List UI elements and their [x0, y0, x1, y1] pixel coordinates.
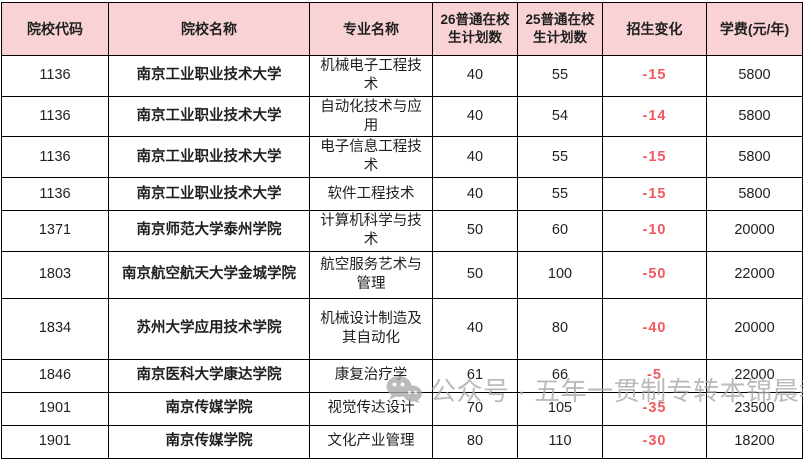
cell-change: -5 [602, 358, 707, 393]
cell-major: 软件工程技术 [309, 177, 433, 212]
cell-code: 1834 [1, 297, 109, 360]
column-header-major: 专业名称 [309, 2, 433, 56]
cell-school: 南京工业职业技术大学 [108, 95, 310, 138]
cell-change: -15 [602, 136, 707, 179]
header-row: 院校代码 院校名称 专业名称 26普通在校生计划数 25普通在校生计划数 招生变… [1, 2, 803, 56]
cell-fee: 5800 [706, 95, 803, 138]
cell-school: 南京工业职业技术大学 [108, 55, 310, 97]
cell-change: -14 [602, 95, 707, 138]
table-row: 1803 南京航空航天大学金城学院 航空服务艺术与管理 50 100 -50 22000 [1, 250, 803, 299]
cell-fee: 18200 [706, 424, 803, 459]
cell-code: 1136 [1, 177, 109, 212]
cell-school: 苏州大学应用技术学院 [108, 297, 310, 360]
table-row: 1371 南京师范大学泰州学院 计算机科学与技术 50 60 -10 20000 [1, 210, 803, 252]
cell-plan25: 55 [517, 55, 603, 97]
cell-plan26: 50 [432, 210, 518, 252]
cell-plan25: 105 [517, 391, 603, 426]
cell-change: -10 [602, 210, 707, 252]
cell-plan25: 80 [517, 297, 603, 360]
cell-plan26: 40 [432, 95, 518, 138]
cell-plan25: 55 [517, 177, 603, 212]
column-header-code: 院校代码 [1, 2, 109, 56]
cell-code: 1901 [1, 424, 109, 459]
cell-fee: 22000 [706, 358, 803, 393]
cell-fee: 23500 [706, 391, 803, 426]
table-row: 1901 南京传媒学院 视觉传达设计 70 105 -35 23500 [1, 391, 803, 426]
cell-change: -35 [602, 391, 707, 426]
column-header-plan26: 26普通在校生计划数 [432, 2, 518, 56]
cell-code: 1846 [1, 358, 109, 393]
cell-plan25: 66 [517, 358, 603, 393]
cell-change: -40 [602, 297, 707, 360]
cell-code: 1136 [1, 136, 109, 179]
cell-plan26: 40 [432, 136, 518, 179]
cell-fee: 20000 [706, 210, 803, 252]
cell-code: 1371 [1, 210, 109, 252]
cell-fee: 5800 [706, 55, 803, 97]
table-row: 1901 南京传媒学院 文化产业管理 80 110 -30 18200 [1, 424, 803, 459]
cell-major: 康复治疗学 [309, 358, 433, 393]
table-row: 1136 南京工业职业技术大学 机械电子工程技术 40 55 -15 5800 [1, 55, 803, 97]
cell-code: 1803 [1, 250, 109, 299]
cell-plan25: 60 [517, 210, 603, 252]
cell-major: 航空服务艺术与管理 [309, 250, 433, 299]
cell-plan25: 110 [517, 424, 603, 459]
cell-school: 南京航空航天大学金城学院 [108, 250, 310, 299]
cell-major: 机械电子工程技术 [309, 55, 433, 97]
cell-plan26: 61 [432, 358, 518, 393]
cell-plan26: 50 [432, 250, 518, 299]
cell-change: -30 [602, 424, 707, 459]
cell-fee: 20000 [706, 297, 803, 360]
cell-plan26: 40 [432, 55, 518, 97]
cell-fee: 5800 [706, 177, 803, 212]
cell-school: 南京师范大学泰州学院 [108, 210, 310, 252]
cell-change: -15 [602, 55, 707, 97]
column-header-fee: 学费(元/年) [706, 2, 803, 56]
table-body: 1136 南京工业职业技术大学 机械电子工程技术 40 55 -15 5800 1136 南京工… [1, 55, 803, 459]
cell-code: 1136 [1, 55, 109, 97]
cell-change: -50 [602, 250, 707, 299]
cell-plan25: 54 [517, 95, 603, 138]
column-header-school: 院校名称 [108, 2, 310, 56]
cell-school: 南京工业职业技术大学 [108, 177, 310, 212]
cell-major: 文化产业管理 [309, 424, 433, 459]
cell-change: -15 [602, 177, 707, 212]
table-row: 1136 南京工业职业技术大学 自动化技术与应用 40 54 -14 5800 [1, 95, 803, 138]
table-row: 1136 南京工业职业技术大学 电子信息工程技术 40 55 -15 5800 [1, 136, 803, 179]
cell-plan26: 40 [432, 297, 518, 360]
column-header-change: 招生变化 [602, 2, 707, 56]
cell-fee: 22000 [706, 250, 803, 299]
cell-major: 视觉传达设计 [309, 391, 433, 426]
cell-school: 南京传媒学院 [108, 424, 310, 459]
cell-plan25: 100 [517, 250, 603, 299]
cell-school: 南京传媒学院 [108, 391, 310, 426]
cell-major: 自动化技术与应用 [309, 95, 433, 138]
cell-fee: 5800 [706, 136, 803, 179]
cell-plan26: 40 [432, 177, 518, 212]
table-row: 1136 南京工业职业技术大学 软件工程技术 40 55 -15 5800 [1, 177, 803, 212]
cell-school: 南京工业职业技术大学 [108, 136, 310, 179]
table-row: 1834 苏州大学应用技术学院 机械设计制造及其自动化 40 80 -40 20000 [1, 297, 803, 360]
table-row: 1846 南京医科大学康达学院 康复治疗学 61 66 -5 22000 [1, 358, 803, 393]
cell-major: 机械设计制造及其自动化 [309, 297, 433, 360]
cell-school: 南京医科大学康达学院 [108, 358, 310, 393]
cell-plan26: 70 [432, 391, 518, 426]
cell-code: 1136 [1, 95, 109, 138]
cell-major: 电子信息工程技术 [309, 136, 433, 179]
cell-plan25: 55 [517, 136, 603, 179]
cell-major: 计算机科学与技术 [309, 210, 433, 252]
cell-code: 1901 [1, 391, 109, 426]
cell-plan26: 80 [432, 424, 518, 459]
column-header-plan25: 25普通在校生计划数 [517, 2, 603, 56]
